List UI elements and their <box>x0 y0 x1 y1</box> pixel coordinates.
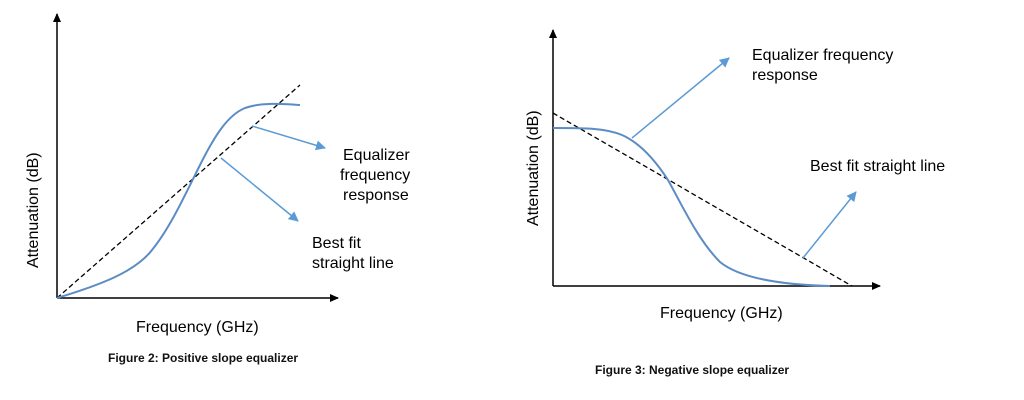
left-equalizer-curve <box>56 102 301 299</box>
left-line-label-line2: straight line <box>312 255 394 272</box>
right-line-label-line1: Best fit straight line <box>810 158 945 175</box>
right-equalizer-curve <box>552 127 831 287</box>
left-line-label-line1: Best fit <box>312 235 361 252</box>
right-y-axis-label: Attenuation (dB) <box>525 110 542 226</box>
right-curve-pointer-arrow <box>631 57 730 139</box>
left-curve-label-line1: Equalizer <box>343 147 410 164</box>
left-figure-caption: Figure 2: Positive slope equalizer <box>108 351 298 365</box>
right-curve-label-line1: Equalizer frequency <box>752 47 893 64</box>
figure-right: Attenuation (dB) Frequency (GHz) Equaliz… <box>525 29 945 377</box>
right-x-axis-label: Frequency (GHz) <box>660 305 783 322</box>
right-curve-label-line2: response <box>752 67 818 84</box>
right-figure-caption: Figure 3: Negative slope equalizer <box>595 363 789 377</box>
left-curve-label-line2: frequency <box>340 167 410 184</box>
right-best-fit-line <box>552 112 853 287</box>
left-curve-pointer-arrow <box>251 125 326 151</box>
right-line-pointer-arrow <box>802 191 857 259</box>
left-line-pointer-arrow <box>220 157 299 222</box>
left-best-fit-line <box>56 84 301 299</box>
figure-left: Attenuation (dB) Frequency (GHz) Equaliz… <box>25 13 410 365</box>
left-curve-label-line3: response <box>343 187 409 204</box>
left-x-axis-label: Frequency (GHz) <box>136 319 259 336</box>
left-y-axis-label: Attenuation (dB) <box>25 152 42 268</box>
